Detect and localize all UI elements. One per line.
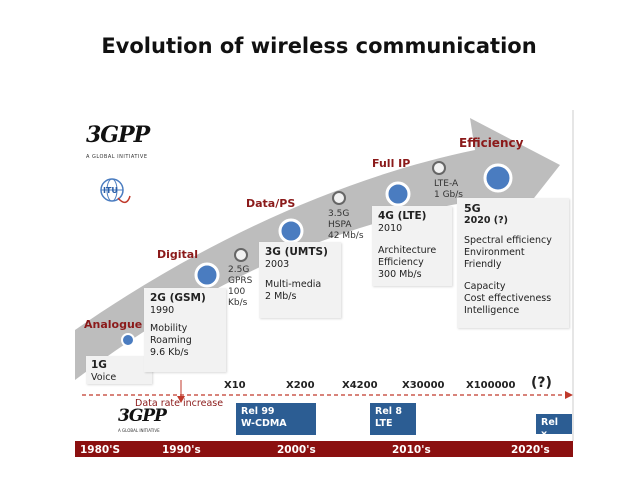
threegpp-tagline-bottom: A GLOBAL INITIATIVE <box>118 428 160 433</box>
stage-efficiency: Efficiency <box>459 136 524 150</box>
stage-digital: Digital <box>157 248 198 261</box>
stage-data-ps: Data/PS <box>246 197 296 210</box>
page-title: Evolution of wireless communication <box>101 34 537 58</box>
era-2000s: 2000's <box>277 444 316 456</box>
multiplier-x4200: X4200 <box>342 380 378 391</box>
release-rel8: Rel 8 LTE <box>370 403 416 435</box>
data-rate-pointer-head <box>177 396 185 403</box>
era-2020s: 2020's <box>511 444 550 456</box>
itu-logo-text: ITU <box>103 186 118 195</box>
data-rate-arrowhead <box>565 391 573 399</box>
multiplier-x30000: X30000 <box>402 380 445 391</box>
circle-3-5g <box>332 191 346 205</box>
threegpp-tagline: A GLOBAL INITIATIVE <box>86 154 148 160</box>
release-rel99: Rel 99 W-CDMA <box>236 403 316 435</box>
multiplier-x200: X200 <box>286 380 315 391</box>
box-2g: 2G (GSM) 1990 Mobility Roaming 9.6 Kb/s <box>144 288 226 372</box>
circle-5g <box>483 163 513 193</box>
box-4g: 4G (LTE) 2010 Architecture Efficiency 30… <box>372 206 452 286</box>
threegpp-logo-bottom: 3GPP <box>118 406 167 426</box>
multiplier-x10: X10 <box>224 380 246 391</box>
era-1990s: 1990's <box>162 444 201 456</box>
label-hspa: 3.5G HSPA 42 Mb/s <box>328 209 364 241</box>
itu-globe-icon <box>100 178 131 204</box>
label-gprs: 2.5G GPRS 100 Kb/s <box>228 265 253 308</box>
stage-analogue: Analogue <box>84 318 143 331</box>
multiplier-x100000: X100000 <box>466 380 516 391</box>
stage-full-ip: Full IP <box>372 157 411 170</box>
box-5g: 5G 2020 (?) Spectral efficiency Environm… <box>457 198 569 328</box>
era-bar <box>75 441 573 457</box>
evolution-arrow <box>75 118 560 380</box>
threegpp-logo: 3GPP <box>86 122 150 148</box>
circle-2g <box>194 262 220 288</box>
data-rate-label: Data rate increase <box>135 398 224 409</box>
multiplier-unknown: (?) <box>531 375 552 391</box>
box-1g: 1G Voice <box>86 356 152 384</box>
circle-2-5g <box>234 248 248 262</box>
label-lte-a: LTE-A 1 Gb/s <box>434 179 463 200</box>
circle-1g <box>121 333 135 347</box>
circle-3g <box>278 218 304 244</box>
era-1980s: 1980'S <box>80 444 121 456</box>
release-relx: Rel x <box>536 414 572 440</box>
box-3g: 3G (UMTS) 2003 Multi-media 2 Mb/s <box>259 242 341 318</box>
circle-4g <box>385 181 411 207</box>
era-2010s: 2010's <box>392 444 431 456</box>
circle-lte-a <box>432 161 446 175</box>
